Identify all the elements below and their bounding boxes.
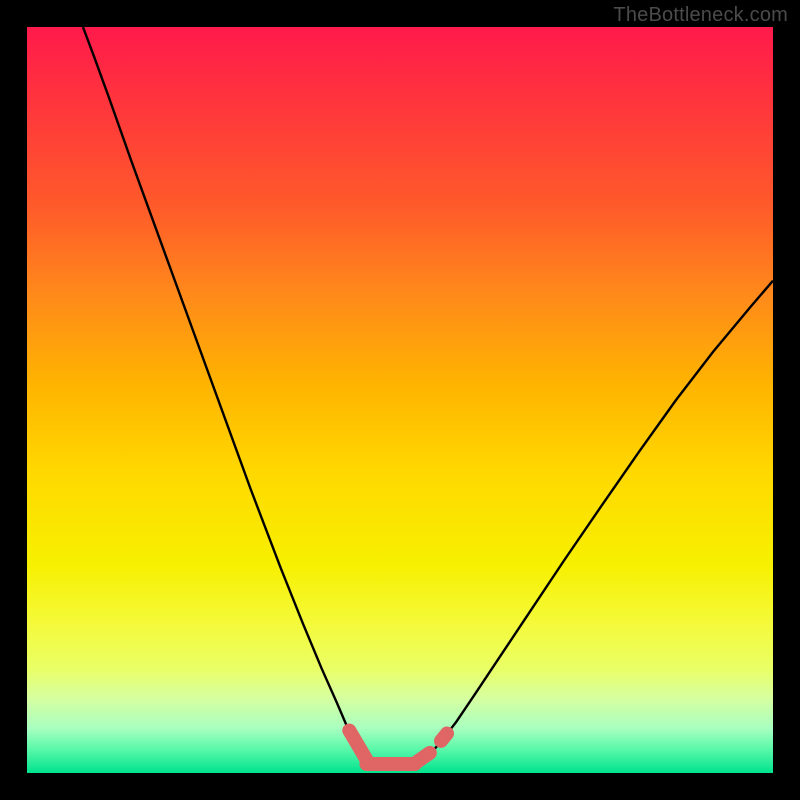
- bottom-dash-seg-3: [441, 733, 447, 740]
- watermark-text: TheBottleneck.com: [613, 4, 788, 27]
- bottom-dash-seg-0: [349, 730, 366, 759]
- bottom-dash-seg-2: [415, 753, 430, 763]
- figure-root: TheBottleneck.com: [0, 0, 800, 800]
- plot-area: [27, 27, 773, 773]
- bottom-dashes-layer: [27, 27, 773, 773]
